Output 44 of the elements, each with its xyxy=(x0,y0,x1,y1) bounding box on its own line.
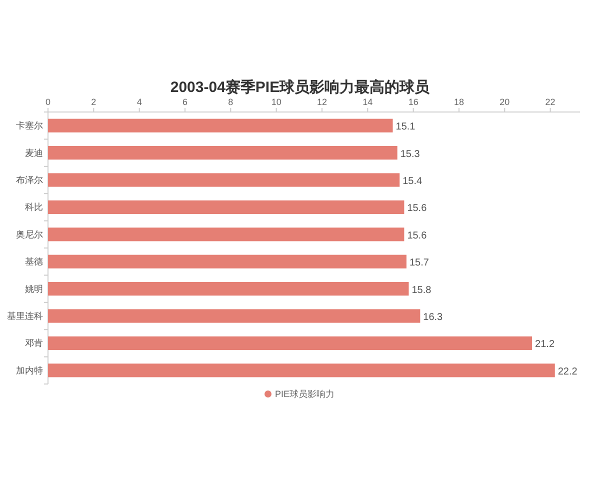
bar xyxy=(48,118,393,132)
data-label: 15.6 xyxy=(407,230,428,242)
bar xyxy=(48,200,404,214)
bar xyxy=(48,228,404,242)
y-tick-label: 科比 xyxy=(25,202,43,212)
y-tick-label: 麦迪 xyxy=(25,148,43,158)
data-label: 15.7 xyxy=(409,258,430,269)
x-tick-label: 14 xyxy=(362,97,373,107)
bar xyxy=(48,336,532,350)
x-tick-label: 12 xyxy=(316,97,327,107)
data-label: 15.8 xyxy=(412,284,432,296)
y-tick-label: 奥尼尔 xyxy=(16,229,43,240)
y-tick-label: 基里连科 xyxy=(7,311,43,321)
x-tick-label: 22 xyxy=(545,97,556,107)
y-tick-label: 邓肯 xyxy=(25,338,43,348)
data-label: 22.2 xyxy=(558,366,578,378)
y-tick-label: 姚明 xyxy=(25,284,43,294)
chart-title: 2003-04赛季PIE球员影响力最高的球员 xyxy=(170,78,431,96)
x-tick-label: 16 xyxy=(408,97,418,107)
y-tick-label: 基德 xyxy=(25,256,43,267)
data-label: 16.3 xyxy=(423,312,444,323)
bar xyxy=(48,364,555,378)
bar xyxy=(48,282,409,296)
x-tick-label: 20 xyxy=(500,97,510,107)
data-label: 15.3 xyxy=(400,148,420,160)
x-tick-label: 2 xyxy=(91,97,96,107)
x-tick-label: 0 xyxy=(45,97,51,107)
data-label: 21.2 xyxy=(535,339,555,350)
y-tick-label: 加内特 xyxy=(16,365,43,376)
data-label: 15.6 xyxy=(407,203,428,214)
data-label: 15.1 xyxy=(396,122,416,133)
x-tick-label: 18 xyxy=(454,97,464,107)
y-tick-label: 卡塞尔 xyxy=(16,120,43,131)
bar xyxy=(48,254,406,268)
data-label: 15.4 xyxy=(402,176,423,187)
y-tick-label: 布泽尔 xyxy=(16,175,43,185)
x-tick-label: 6 xyxy=(182,97,188,107)
bar xyxy=(48,146,398,160)
bar xyxy=(48,173,400,187)
legend-label: PIE球员影响力 xyxy=(275,389,335,399)
x-tick-label: 10 xyxy=(271,97,282,107)
bar xyxy=(48,309,420,323)
x-tick-label: 4 xyxy=(136,97,142,107)
x-tick-label: 8 xyxy=(228,97,234,107)
